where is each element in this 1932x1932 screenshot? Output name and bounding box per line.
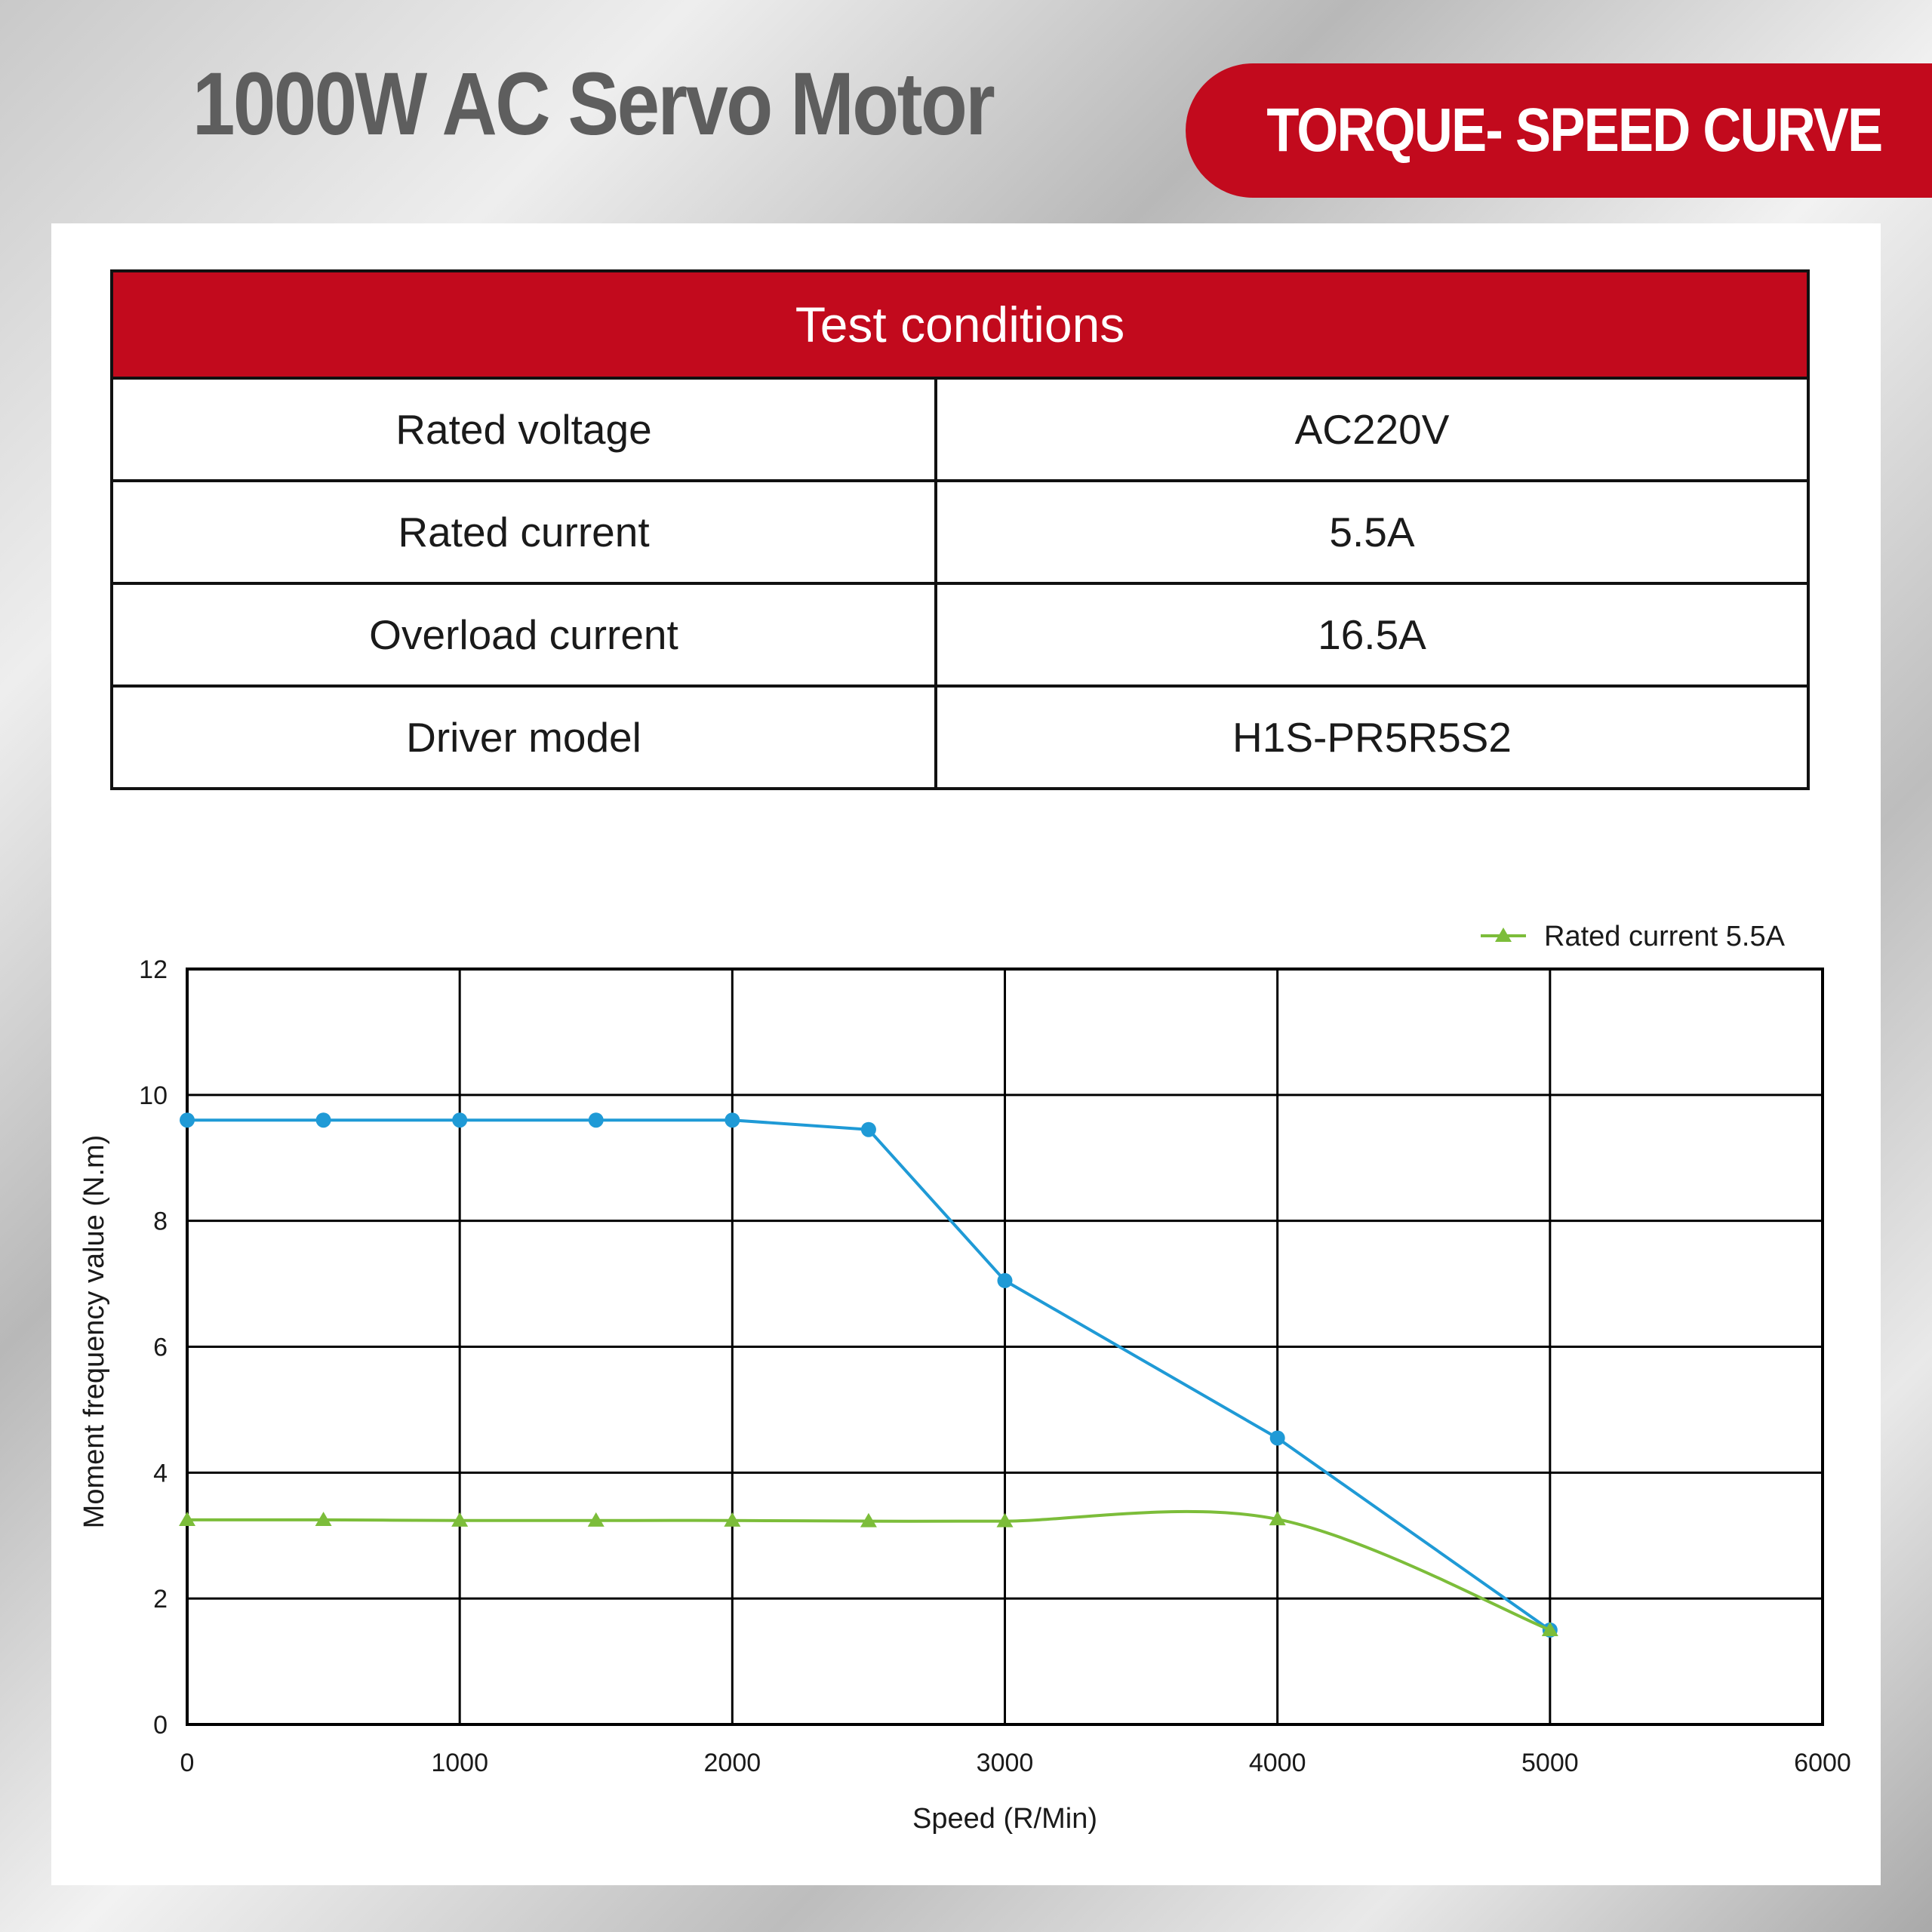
legend-triangle-marker (1495, 928, 1512, 942)
test-conditions-table: Test conditions Rated voltage AC220V Rat… (110, 269, 1810, 790)
data-point-triangle (860, 1512, 877, 1527)
y-tick-label: 2 (153, 1585, 168, 1614)
data-point-triangle (1541, 1622, 1558, 1636)
chart-grid (186, 968, 1824, 1726)
table-heading: Test conditions (110, 269, 1810, 380)
data-point-circle (1269, 1430, 1285, 1446)
condition-label: Rated voltage (110, 377, 937, 482)
condition-value: H1S-PR5R5S2 (934, 685, 1810, 790)
table-row: Rated current 5.5A (110, 479, 1810, 585)
data-point-circle (452, 1112, 468, 1128)
x-tick-label: 2000 (704, 1749, 761, 1777)
y-tick-label: 12 (139, 955, 168, 984)
y-axis-label: Moment frequency value (N.m) (78, 1135, 110, 1529)
legend-label: Rated current 5.5A (1544, 921, 1786, 952)
series-line-green (186, 1509, 1551, 1632)
data-point-circle (997, 1272, 1013, 1288)
section-badge: TORQUE- SPEED CURVE (1186, 63, 1932, 198)
data-point-triangle (179, 1512, 195, 1526)
data-point-circle (180, 1112, 195, 1128)
data-point-triangle (587, 1512, 605, 1527)
table-row: Overload current 16.5A (110, 582, 1810, 688)
data-point-circle (860, 1121, 876, 1137)
y-tick-label: 8 (153, 1208, 168, 1236)
condition-value: 16.5A (934, 582, 1810, 688)
x-tick-label: 3000 (977, 1749, 1034, 1777)
data-point-circle (315, 1112, 331, 1128)
x-tick-label: 4000 (1249, 1749, 1306, 1777)
data-point-triangle (1269, 1511, 1286, 1526)
x-tick-label: 5000 (1521, 1749, 1579, 1777)
x-axis-label: Speed (R/Min) (912, 1803, 1097, 1835)
page-title: 1000W AC Servo Motor (192, 54, 995, 154)
x-tick-label: 6000 (1794, 1749, 1851, 1777)
condition-label: Rated current (110, 479, 937, 585)
section-badge-label: TORQUE- SPEED CURVE (1266, 96, 1883, 165)
x-tick-label: 1000 (431, 1749, 488, 1777)
y-tick-label: 6 (153, 1334, 168, 1362)
y-tick-label: 0 (153, 1711, 168, 1740)
y-tick-label: 4 (153, 1459, 168, 1487)
chart-ticks: 0 1000 2000 3000 4000 5000 6000 0 2 4 6 8 10 12 (139, 955, 1851, 1777)
x-tick-label: 0 (180, 1749, 195, 1777)
condition-value: AC220V (934, 377, 1810, 482)
chart-legend: Rated current 5.5A (1481, 921, 1786, 952)
y-tick-label: 10 (139, 1081, 168, 1110)
data-point-circle (588, 1112, 604, 1128)
condition-label: Overload current (110, 582, 937, 688)
table-row: Driver model H1S-PR5R5S2 (110, 685, 1810, 790)
data-point-triangle (451, 1512, 469, 1527)
data-point-circle (724, 1112, 740, 1128)
chart-series (179, 1112, 1558, 1638)
data-point-triangle (724, 1512, 741, 1527)
data-point-triangle (315, 1512, 332, 1526)
condition-value: 5.5A (934, 479, 1810, 585)
condition-label: Driver model (110, 685, 937, 790)
table-row: Rated voltage AC220V (110, 377, 1810, 482)
data-point-triangle (996, 1512, 1014, 1527)
